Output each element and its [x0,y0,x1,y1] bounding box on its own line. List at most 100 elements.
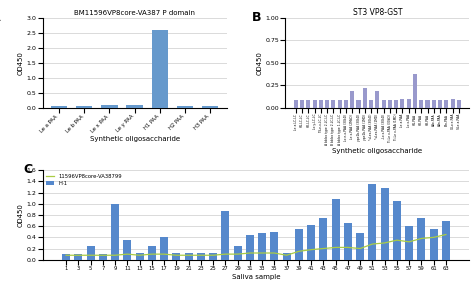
Bar [394,101,398,108]
Bar [438,101,442,108]
Bar [401,99,404,108]
11596VP8core-VA38799 [296,249,301,253]
Bar [127,105,143,108]
Bar [432,101,436,108]
11596VP8core-VA38799 [406,240,412,244]
Bar [306,101,310,108]
11596VP8core-VA38799 [161,252,167,256]
Y-axis label: OD450: OD450 [18,203,24,227]
11596VP8core-VA38799 [333,246,338,249]
Bar [344,101,348,108]
Bar [202,106,218,108]
Bar [350,92,354,108]
Bar [51,106,67,108]
Bar [307,225,315,260]
Bar [246,235,254,260]
11596VP8core-VA38799 [186,253,191,257]
Bar [429,229,438,260]
Bar [331,101,336,108]
Bar [382,101,386,108]
11596VP8core-VA38799 [210,253,216,257]
11596VP8core-VA38799 [394,238,400,242]
Bar [295,229,303,260]
Bar [337,101,342,108]
Bar [426,101,429,108]
11596VP8core-VA38799 [443,233,449,236]
11596VP8core-VA38799 [63,253,69,257]
Bar [319,218,328,260]
11596VP8core-VA38799 [431,236,437,239]
Bar [160,237,168,260]
11596VP8core-VA38799 [320,247,326,250]
11596VP8core-VA38799 [198,253,204,257]
Bar [388,101,392,108]
Bar [197,253,205,260]
Bar [177,106,193,108]
Bar [369,101,373,108]
Bar [74,254,82,260]
X-axis label: Synthetic oligosaccharide: Synthetic oligosaccharide [332,148,422,154]
11596VP8core-VA38799 [272,251,277,255]
Bar [148,246,156,260]
Bar [442,220,450,260]
Bar [368,184,376,260]
Bar [325,101,329,108]
Bar [419,101,423,108]
Bar [363,88,367,108]
Bar [136,253,144,260]
11596VP8core-VA38799 [125,252,130,256]
11596VP8core-VA38799 [137,253,142,257]
Bar [258,233,266,260]
Bar [101,104,118,108]
11596VP8core-VA38799 [75,253,81,257]
Title: BM11596VP8core-VA387 P domain: BM11596VP8core-VA387 P domain [74,10,195,16]
Bar [76,106,92,108]
Bar [332,199,339,260]
Bar [405,226,413,260]
11596VP8core-VA38799 [235,252,240,256]
Y-axis label: OD450: OD450 [256,51,263,75]
11596VP8core-VA38799 [149,252,155,256]
Bar [344,223,352,260]
11596VP8core-VA38799 [308,248,314,252]
Bar [381,188,389,260]
Bar [375,92,379,108]
X-axis label: Synthetic oligosaccharide: Synthetic oligosaccharide [90,136,180,142]
Bar [451,99,455,108]
11596VP8core-VA38799 [100,253,106,257]
X-axis label: Saliva sample: Saliva sample [232,274,280,280]
Y-axis label: OD450: OD450 [18,51,24,75]
11596VP8core-VA38799 [222,252,228,256]
11596VP8core-VA38799 [259,251,265,255]
11596VP8core-VA38799 [357,247,363,250]
Bar [418,218,425,260]
Bar [283,253,291,260]
Bar [173,253,180,260]
11596VP8core-VA38799 [345,246,351,249]
Text: A: A [0,11,1,24]
Text: B: B [252,11,262,24]
11596VP8core-VA38799 [419,237,424,240]
Bar [62,254,70,260]
Bar [457,101,461,108]
11596VP8core-VA38799 [112,253,118,257]
Bar [393,201,401,260]
Bar [300,101,304,108]
Bar [123,240,131,260]
Title: ST3 VP8-GST: ST3 VP8-GST [353,8,402,17]
Bar [234,246,242,260]
Bar [294,101,298,108]
11596VP8core-VA38799 [382,241,387,245]
Bar [221,210,229,260]
Text: C: C [23,163,33,176]
Bar [184,253,192,260]
Line: 11596VP8core-VA38799: 11596VP8core-VA38799 [66,235,446,255]
Bar [209,253,217,260]
Bar [407,99,411,108]
Bar [356,233,364,260]
11596VP8core-VA38799 [88,253,93,257]
Bar [312,101,317,108]
Bar [444,101,448,108]
11596VP8core-VA38799 [173,253,179,257]
11596VP8core-VA38799 [284,253,290,257]
